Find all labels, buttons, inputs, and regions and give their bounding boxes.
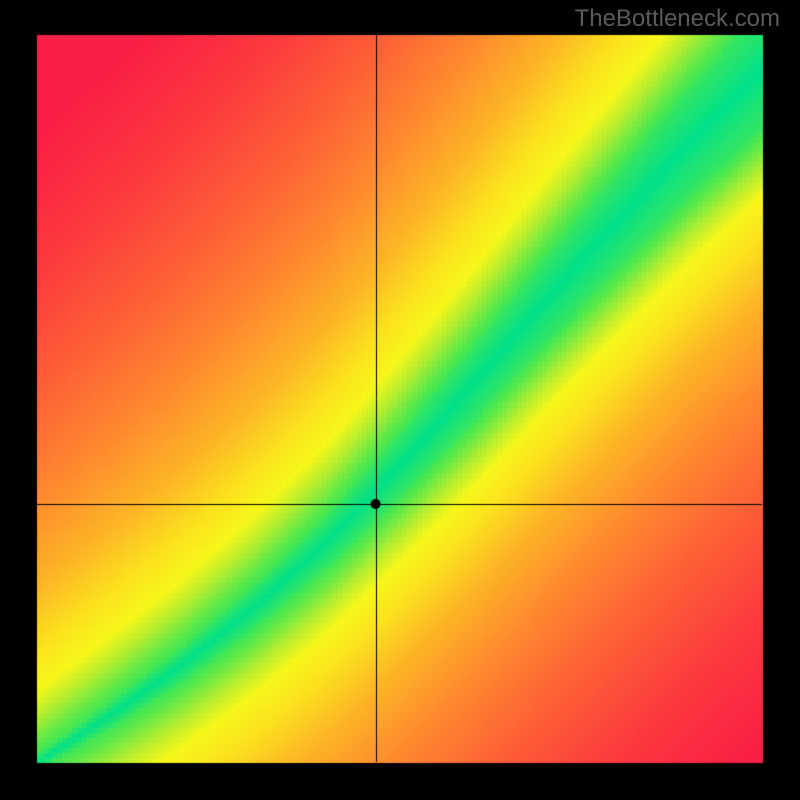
chart-container: TheBottleneck.com bbox=[0, 0, 800, 800]
bottleneck-heatmap bbox=[0, 0, 800, 800]
watermark-text: TheBottleneck.com bbox=[575, 5, 780, 33]
